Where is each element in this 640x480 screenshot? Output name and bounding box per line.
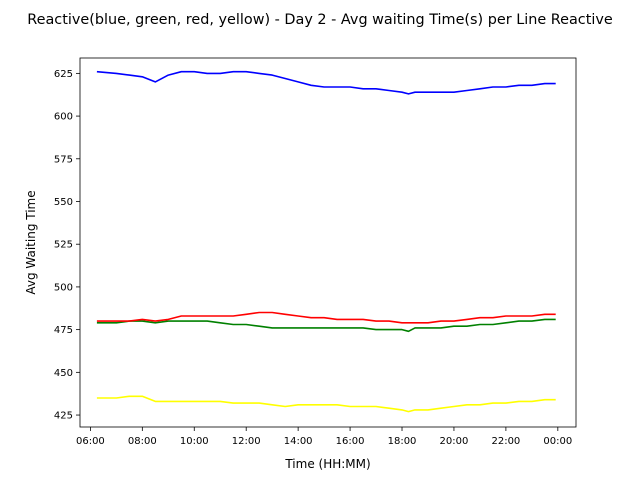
series-line-1 xyxy=(96,70,556,95)
x-axis: 06:00 08:00 10:00 12:00 14:00 16:00 18:00 20:00… xyxy=(76,427,572,447)
x-axis-label: Time (HH:MM) xyxy=(284,457,370,471)
x-tick-label: 16:00 xyxy=(336,436,365,447)
y-tick-label: 525 xyxy=(54,240,73,251)
y-tick-label: 575 xyxy=(54,154,73,165)
y-tick-label: 500 xyxy=(54,282,73,293)
y-axis: 425 450 475 500 525 550 575 600 625 xyxy=(54,69,80,422)
x-tick-label: 18:00 xyxy=(388,436,417,447)
y-tick-label: 550 xyxy=(54,197,73,208)
series-line-3 xyxy=(96,311,556,324)
y-axis-label: Avg Waiting Time xyxy=(24,190,38,294)
x-tick-label: 12:00 xyxy=(232,436,261,447)
y-tick-label: 450 xyxy=(54,368,73,379)
y-tick-label: 475 xyxy=(54,325,73,336)
plot-frame xyxy=(79,57,577,428)
x-tick-label: 22:00 xyxy=(491,436,520,447)
x-tick-label: 14:00 xyxy=(284,436,313,447)
x-tick-label: 06:00 xyxy=(76,436,105,447)
y-tick-label: 425 xyxy=(54,411,73,422)
x-tick-label: 08:00 xyxy=(128,436,157,447)
series-lines xyxy=(96,70,556,413)
y-tick-label: 625 xyxy=(54,69,73,80)
y-tick-label: 600 xyxy=(54,112,73,123)
chart-title: Reactive(blue, green, red, yellow) - Day… xyxy=(27,12,613,28)
series-line-4 xyxy=(96,395,556,413)
x-tick-label: 20:00 xyxy=(440,436,469,447)
series-line-2 xyxy=(96,318,556,333)
x-tick-label: 10:00 xyxy=(180,436,209,447)
x-tick-label: 00:00 xyxy=(543,436,572,447)
